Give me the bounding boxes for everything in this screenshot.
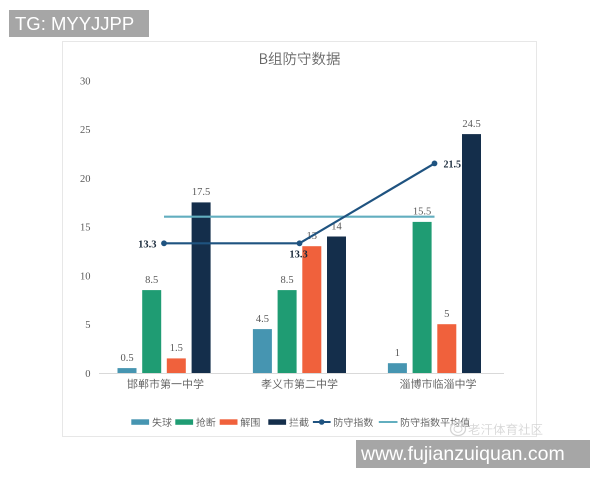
svg-text:5: 5	[444, 309, 449, 320]
svg-text:15: 15	[80, 223, 91, 234]
svg-text:14: 14	[331, 221, 342, 232]
svg-text:30: 30	[80, 76, 91, 87]
svg-text:1.5: 1.5	[170, 343, 183, 354]
svg-text:1: 1	[395, 348, 400, 359]
svg-text:20: 20	[80, 174, 91, 185]
svg-text:10: 10	[80, 271, 91, 282]
svg-text:5: 5	[85, 320, 90, 331]
svg-text:4.5: 4.5	[256, 314, 269, 325]
svg-text:0.5: 0.5	[120, 353, 133, 364]
svg-text:21.5: 21.5	[444, 159, 462, 170]
svg-text:13.3: 13.3	[138, 239, 156, 250]
svg-text:15.5: 15.5	[413, 207, 431, 218]
svg-text:17.5: 17.5	[192, 187, 210, 198]
svg-text:8.5: 8.5	[281, 275, 294, 286]
svg-text:24.5: 24.5	[462, 119, 480, 130]
svg-text:8.5: 8.5	[145, 275, 158, 286]
svg-text:13.3: 13.3	[289, 250, 307, 261]
svg-text:25: 25	[80, 125, 91, 136]
svg-text:0: 0	[85, 369, 90, 380]
